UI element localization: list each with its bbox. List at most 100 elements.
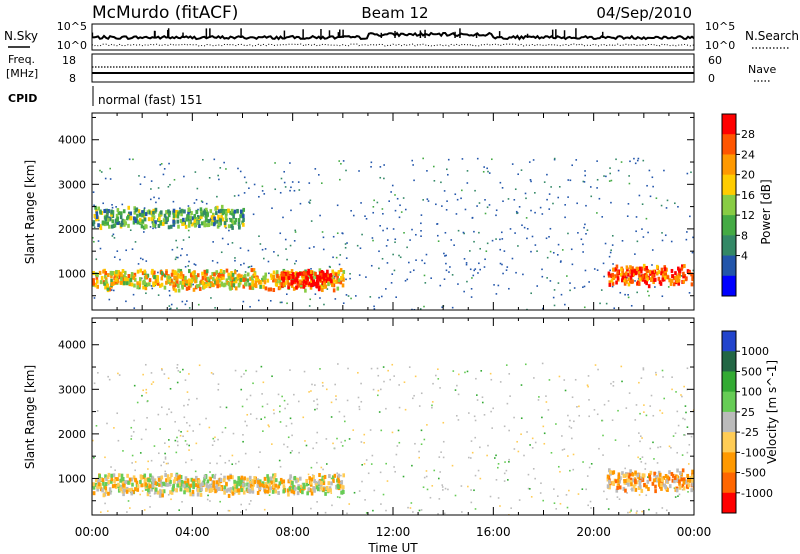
data-point bbox=[196, 397, 198, 400]
data-point bbox=[611, 480, 614, 485]
data-point bbox=[396, 197, 399, 200]
data-point bbox=[339, 482, 343, 487]
data-point bbox=[661, 507, 664, 509]
data-point bbox=[278, 410, 281, 413]
data-point bbox=[183, 175, 185, 178]
data-point bbox=[329, 488, 332, 493]
data-point bbox=[163, 373, 166, 375]
data-point bbox=[664, 272, 668, 277]
data-point bbox=[462, 231, 465, 234]
data-point bbox=[617, 169, 620, 172]
data-point bbox=[273, 475, 276, 480]
data-point bbox=[324, 273, 328, 278]
data-point bbox=[95, 258, 98, 261]
data-point bbox=[210, 488, 214, 493]
data-point bbox=[675, 488, 679, 493]
data-point bbox=[270, 275, 274, 280]
data-point bbox=[152, 480, 156, 485]
data-point bbox=[117, 372, 119, 375]
data-point bbox=[248, 282, 251, 287]
data-point bbox=[322, 481, 326, 486]
data-point bbox=[175, 451, 178, 454]
data-point bbox=[247, 249, 250, 252]
data-point bbox=[631, 472, 634, 477]
data-point bbox=[602, 454, 604, 456]
data-point bbox=[555, 423, 557, 425]
data-point bbox=[379, 471, 382, 474]
data-point bbox=[447, 488, 449, 491]
data-point bbox=[199, 492, 203, 497]
data-point bbox=[188, 424, 191, 427]
data-point bbox=[248, 265, 251, 268]
data-point bbox=[429, 496, 432, 499]
data-point bbox=[564, 204, 566, 206]
data-point bbox=[426, 170, 428, 172]
data-point bbox=[203, 476, 206, 481]
data-point bbox=[217, 273, 221, 278]
data-point bbox=[176, 307, 178, 310]
data-point bbox=[622, 473, 626, 478]
data-point bbox=[420, 222, 422, 225]
data-point bbox=[140, 224, 144, 229]
data-point bbox=[255, 417, 258, 420]
data-point bbox=[445, 269, 448, 272]
data-point bbox=[106, 286, 110, 291]
data-point bbox=[184, 476, 188, 481]
data-point bbox=[187, 265, 190, 267]
data-point bbox=[304, 440, 306, 442]
data-point bbox=[605, 175, 607, 178]
data-point bbox=[107, 273, 110, 278]
data-point bbox=[273, 473, 277, 478]
data-point bbox=[576, 406, 578, 408]
data-point bbox=[267, 287, 271, 292]
data-point bbox=[670, 278, 674, 283]
data-point bbox=[262, 381, 265, 384]
data-point bbox=[107, 217, 110, 222]
data-point bbox=[217, 174, 219, 177]
data-point bbox=[385, 462, 387, 465]
data-point bbox=[443, 190, 446, 192]
data-point bbox=[104, 285, 107, 290]
data-point bbox=[194, 171, 197, 173]
data-point bbox=[548, 235, 550, 238]
data-point bbox=[239, 209, 243, 214]
data-point bbox=[336, 275, 339, 280]
data-point bbox=[625, 279, 628, 284]
data-point bbox=[325, 485, 329, 490]
data-point bbox=[376, 367, 379, 370]
data-point bbox=[398, 406, 401, 409]
data-point bbox=[619, 272, 623, 277]
data-point bbox=[463, 290, 465, 293]
data-point bbox=[150, 475, 154, 480]
data-point bbox=[159, 221, 162, 226]
data-point bbox=[619, 291, 622, 294]
data-point bbox=[367, 472, 370, 475]
data-point bbox=[116, 477, 119, 482]
data-point bbox=[497, 466, 499, 469]
data-point bbox=[195, 220, 199, 225]
data-point bbox=[491, 239, 494, 242]
data-point bbox=[676, 451, 679, 454]
data-point bbox=[131, 454, 134, 457]
data-point bbox=[322, 385, 324, 387]
data-point bbox=[276, 273, 279, 278]
data-point bbox=[525, 217, 528, 219]
colorbar-swatch bbox=[722, 411, 736, 433]
data-point bbox=[279, 232, 282, 235]
data-point bbox=[124, 480, 127, 485]
data-point bbox=[636, 473, 640, 478]
data-point bbox=[225, 210, 228, 215]
data-point bbox=[516, 440, 518, 443]
data-point bbox=[336, 279, 340, 284]
data-point bbox=[128, 477, 132, 482]
data-point bbox=[149, 484, 152, 489]
data-point bbox=[601, 419, 603, 422]
colorbar-swatch bbox=[722, 351, 736, 372]
data-point bbox=[664, 275, 667, 280]
data-point bbox=[237, 282, 241, 287]
data-point bbox=[261, 277, 264, 282]
data-point bbox=[423, 476, 426, 479]
data-point bbox=[181, 501, 183, 503]
data-point bbox=[566, 275, 568, 277]
data-point bbox=[273, 251, 275, 253]
